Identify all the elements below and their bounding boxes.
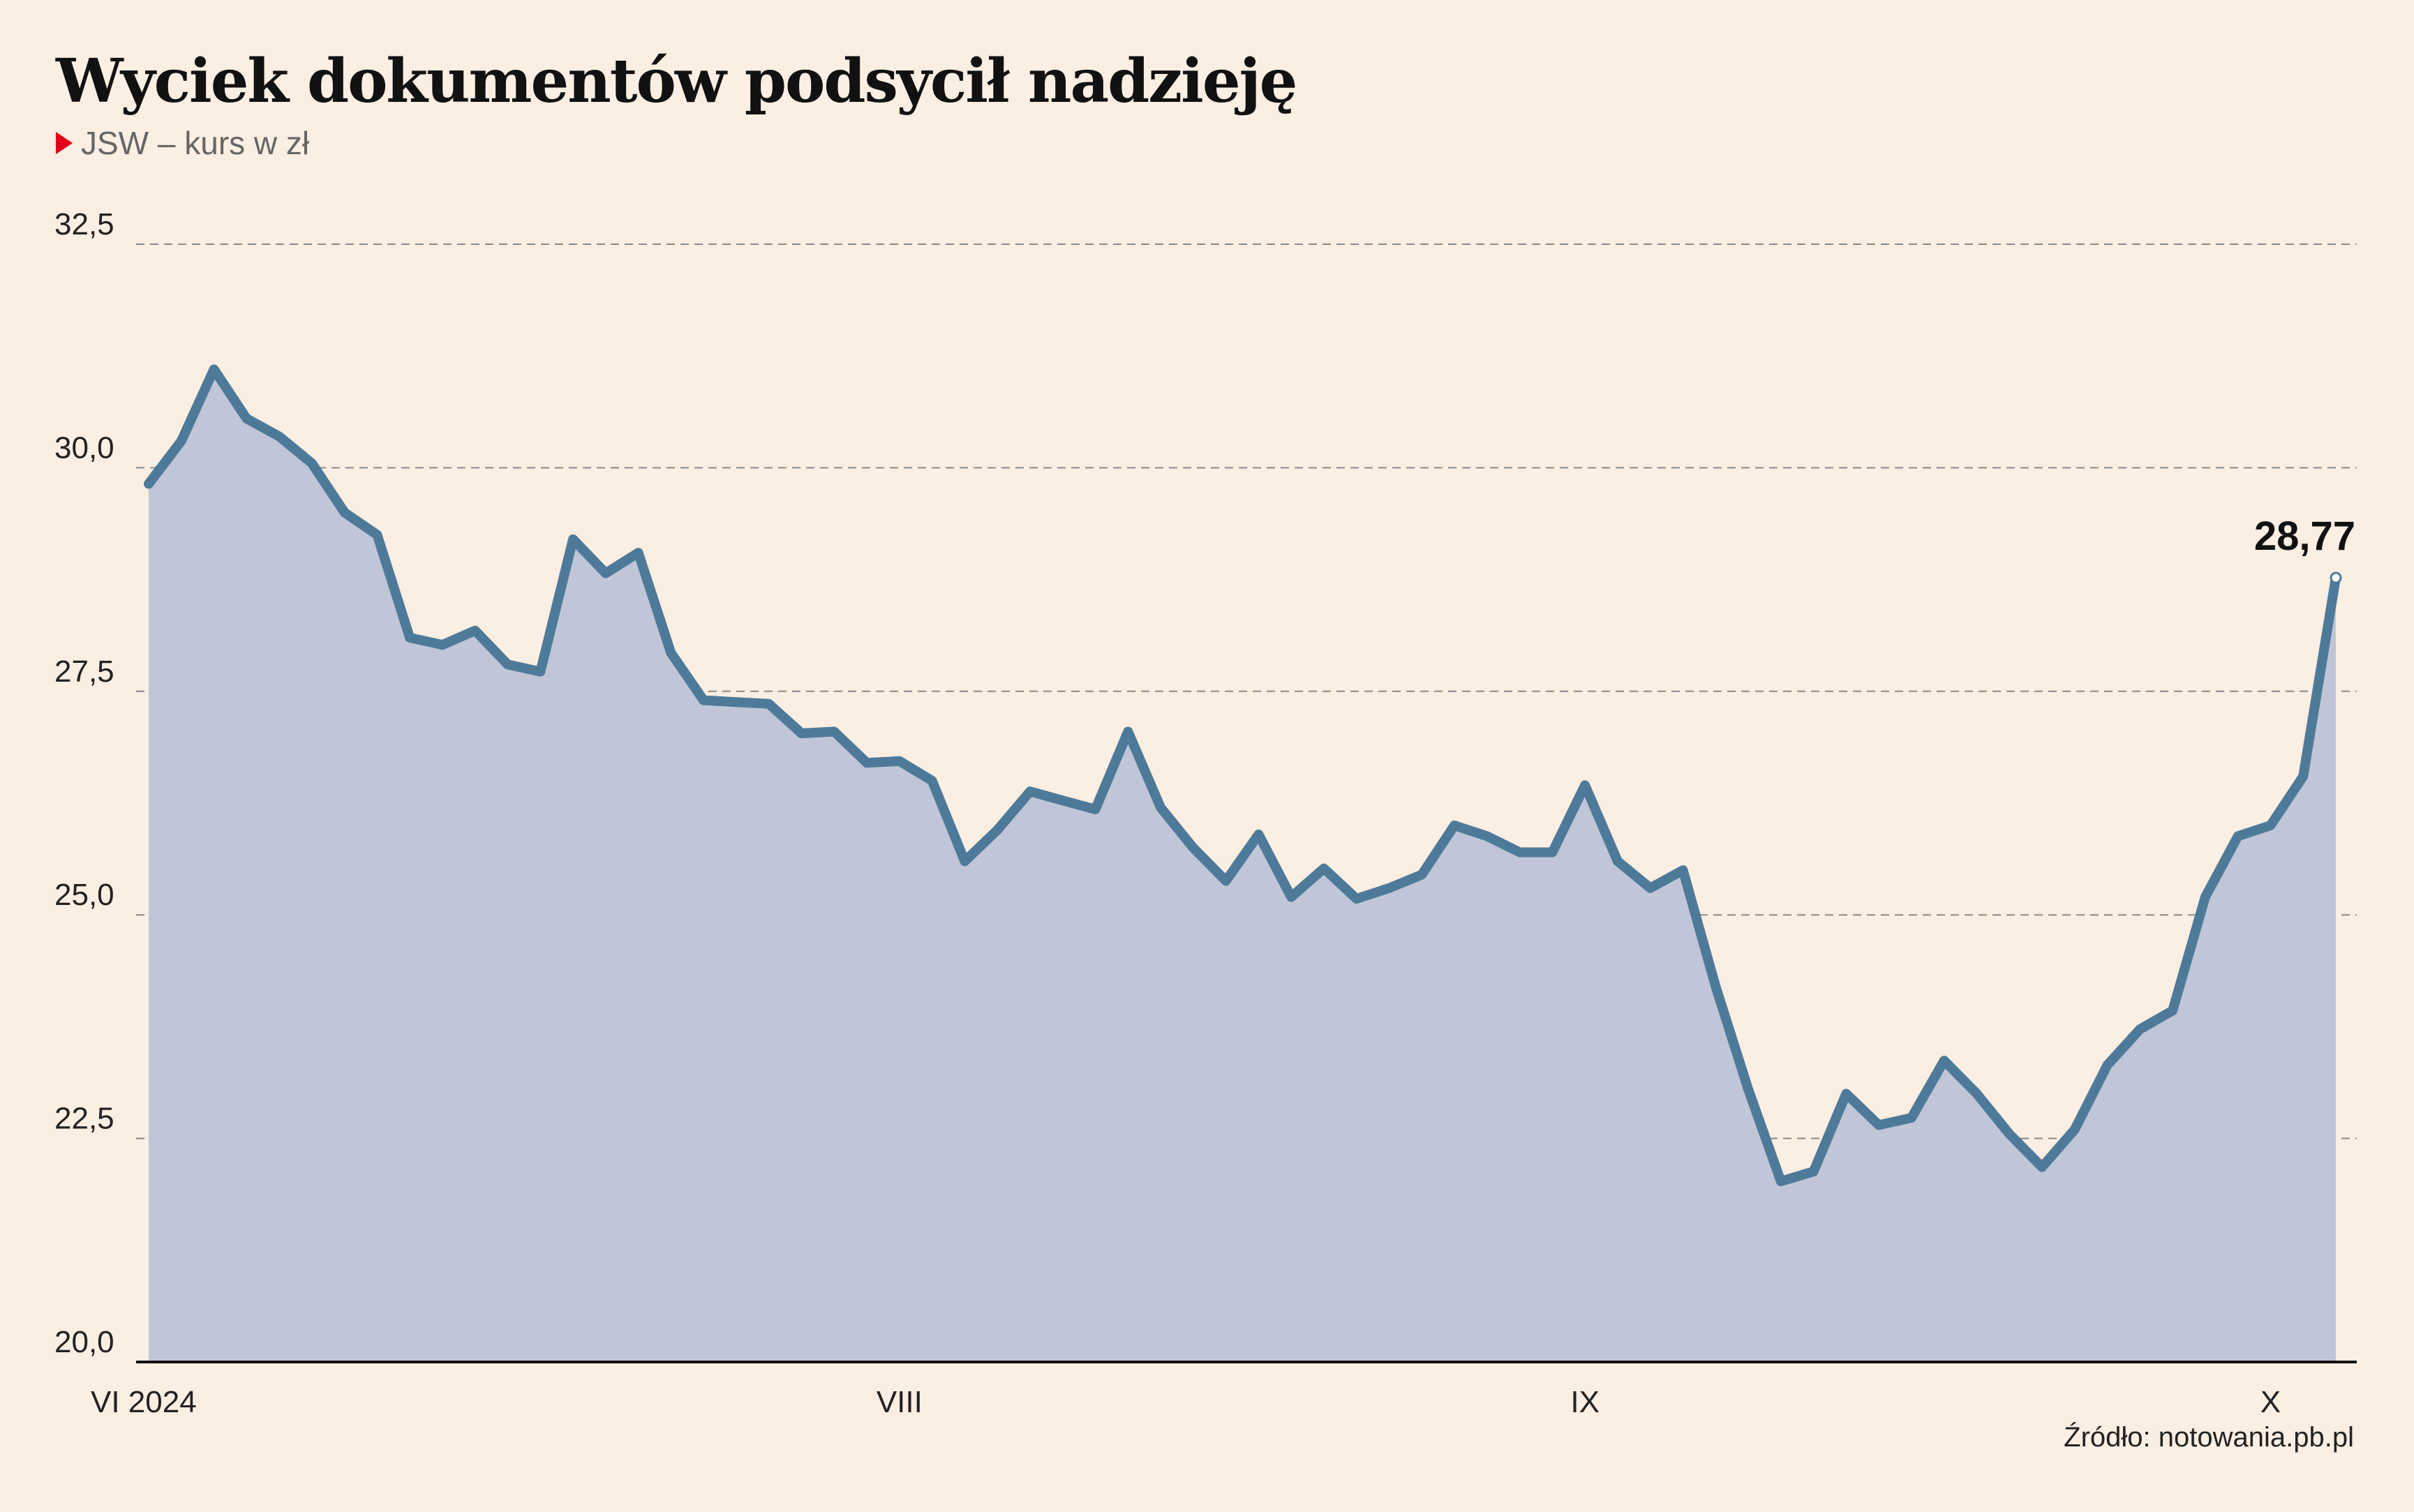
data-point — [701, 698, 706, 703]
data-point — [538, 670, 542, 674]
last-value-label: 28,77 — [2254, 514, 2355, 559]
data-point — [1550, 850, 1554, 854]
data-point — [734, 700, 738, 704]
x-tick-label: VI 2024 — [91, 1385, 197, 1419]
y-tick-label: 20,0 — [54, 1325, 114, 1359]
data-point — [1518, 850, 1522, 854]
data-point — [1681, 868, 1685, 872]
data-point — [962, 859, 967, 863]
data-point — [1289, 895, 1293, 899]
price-line — [144, 364, 2341, 1187]
data-point — [767, 702, 771, 706]
data-point — [1224, 878, 1228, 883]
source-note: Źródło: notowania.pb.pl — [2064, 1422, 2354, 1453]
data-point — [2073, 1128, 2077, 1132]
data-point — [408, 636, 412, 640]
data-point — [1844, 1092, 1848, 1096]
x-tick-label: VIII — [877, 1385, 923, 1419]
data-point — [865, 761, 869, 765]
data-point — [1583, 783, 1587, 787]
data-point — [1256, 832, 1260, 837]
data-point — [2170, 1008, 2175, 1012]
data-point — [1094, 807, 1098, 811]
y-tick-label: 27,5 — [54, 654, 114, 689]
data-point — [995, 828, 999, 832]
data-point — [1387, 886, 1391, 890]
data-point — [832, 729, 836, 733]
data-point — [669, 651, 673, 655]
data-point — [1420, 873, 1424, 877]
data-point — [1648, 886, 1653, 890]
data-point — [1355, 897, 1359, 901]
data-point — [1158, 805, 1163, 809]
data-point — [2040, 1165, 2044, 1169]
data-point — [1877, 1123, 1881, 1127]
data-point — [1322, 867, 1326, 871]
data-point — [800, 731, 804, 735]
x-tick-label: X — [2260, 1385, 2281, 1419]
data-point — [1779, 1179, 1783, 1183]
data-point — [440, 643, 445, 647]
data-point — [2203, 895, 2207, 899]
data-point — [1974, 1092, 1979, 1096]
data-point — [930, 779, 934, 783]
y-tick-label: 22,5 — [54, 1102, 114, 1136]
chart-subtitle: JSW – kurs w zł — [56, 124, 309, 162]
y-tick-label: 25,0 — [54, 878, 114, 912]
data-point — [1028, 789, 1032, 793]
x-tick-label: IX — [1570, 1385, 1600, 1419]
data-point — [473, 629, 477, 633]
data-point — [1616, 859, 1620, 863]
data-point — [244, 417, 248, 421]
data-point — [2236, 834, 2240, 838]
data-point — [2106, 1063, 2110, 1068]
data-point — [571, 537, 575, 541]
subtitle-text: JSW – kurs w zł — [81, 125, 310, 161]
data-point — [2301, 774, 2305, 779]
data-point — [1126, 729, 1130, 733]
y-tick-label: 30,0 — [54, 431, 114, 465]
data-point — [1746, 1087, 1750, 1091]
data-point — [2007, 1132, 2011, 1136]
y-axis-ticks: 20,0 22,5 25,0 27,5 30,0 32,5 — [54, 207, 114, 1359]
x-axis-ticks: VI 2024 VIII IX X — [91, 1385, 2281, 1419]
data-point — [636, 551, 641, 555]
data-point — [1191, 846, 1195, 850]
play-triangle-icon — [56, 132, 73, 154]
data-point — [1061, 798, 1065, 802]
data-point — [212, 367, 216, 371]
data-point — [1812, 1169, 1816, 1174]
end-point-marker — [2330, 571, 2342, 584]
data-point — [375, 533, 379, 537]
data-point — [277, 435, 281, 439]
data-point — [2138, 1027, 2142, 1031]
data-point — [1909, 1116, 1914, 1120]
data-point — [310, 461, 314, 465]
data-point — [343, 510, 347, 514]
data-point — [506, 662, 510, 666]
chart-title: Wyciek dokumentów podsycił nadzieję — [56, 46, 1297, 117]
data-point — [1713, 985, 1718, 989]
data-point — [2268, 823, 2272, 828]
data-point — [604, 571, 608, 576]
data-point — [897, 759, 902, 763]
data-point — [1485, 834, 1489, 838]
y-tick-label: 32,5 — [54, 207, 114, 241]
data-point — [1942, 1058, 1946, 1063]
data-point — [147, 481, 151, 486]
data-point — [1452, 823, 1456, 828]
annotations: 28,77 — [2254, 514, 2355, 584]
data-point — [179, 439, 184, 443]
